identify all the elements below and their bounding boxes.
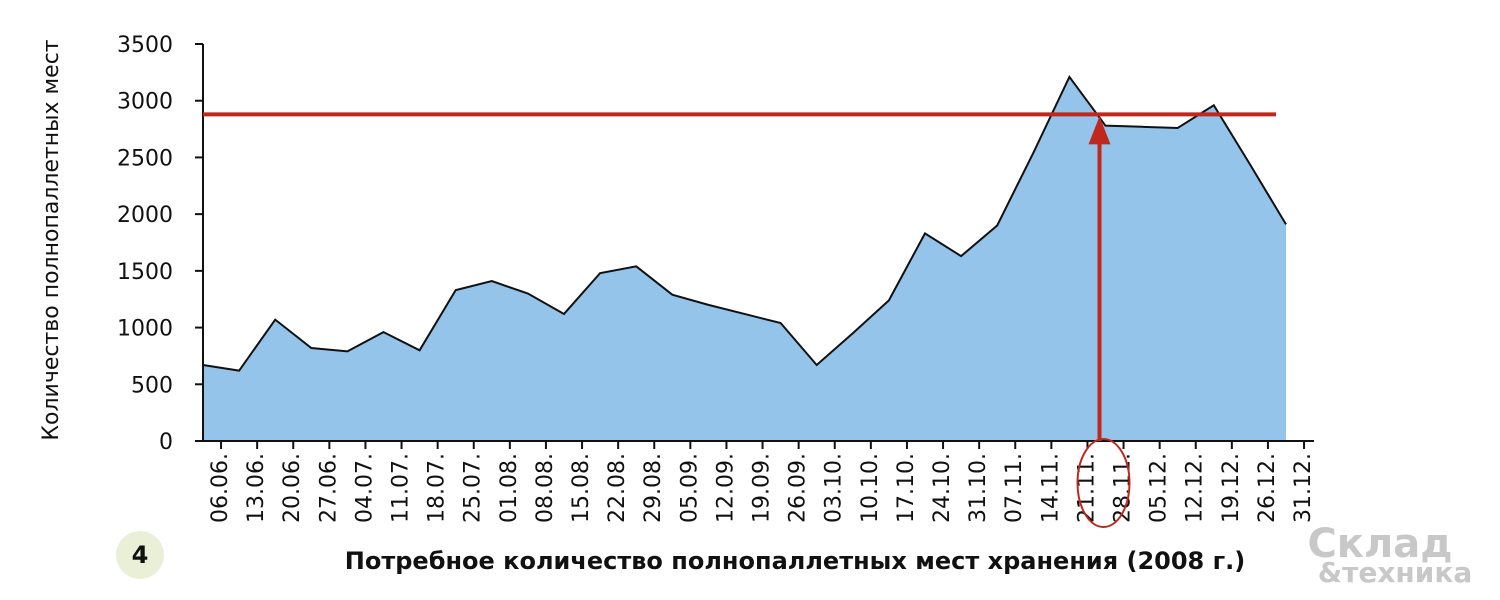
x-tick-label: 18.07. — [425, 453, 450, 523]
chart-title: Потребное количество полнопаллетных мест… — [345, 547, 1245, 575]
x-tick-label: 25.07. — [461, 453, 486, 523]
x-tick-label: 20.06. — [280, 453, 305, 523]
area-fill — [203, 76, 1286, 441]
y-tick-label: 3500 — [117, 33, 173, 58]
x-tick-label: 26.12. — [1255, 453, 1280, 523]
x-tick-label: 31.12. — [1291, 453, 1316, 523]
x-tick-label: 26.09. — [786, 453, 811, 523]
x-tick-label: 01.08. — [497, 453, 522, 523]
x-tick-label: 05.09. — [677, 453, 702, 523]
x-tick-label: 08.08. — [533, 453, 558, 523]
y-tick-label: 1000 — [117, 317, 173, 342]
logo-line2: &техника — [1318, 556, 1473, 589]
y-tick-label: 2500 — [117, 146, 173, 171]
x-tick-label: 22.08. — [605, 453, 630, 523]
x-tick-label: 19.09. — [750, 453, 775, 523]
x-tick-label: 06.06. — [208, 453, 233, 523]
logo-line1: Склад — [1307, 521, 1452, 567]
y-tick-label: 3000 — [117, 90, 173, 115]
badge-number: 4 — [132, 541, 149, 569]
x-tick-label: 12.12. — [1183, 453, 1208, 523]
y-tick-label: 2000 — [117, 203, 173, 228]
x-tick-label: 27.06. — [316, 453, 341, 523]
x-tick-label: 03.10. — [822, 453, 847, 523]
arrow-head — [1088, 116, 1111, 145]
x-tick-label: 04.07. — [352, 453, 377, 523]
x-tick-label: 10.10. — [858, 453, 883, 523]
x-tick-label: 15.08. — [569, 453, 594, 523]
x-tick-label: 11.07. — [389, 453, 414, 523]
x-tick-label: 29.08. — [641, 453, 666, 523]
y-tick-label: 1500 — [117, 260, 173, 285]
y-axis-label: Количество полнопаллетных мест — [39, 39, 64, 440]
x-tick-label: 24.10. — [930, 453, 955, 523]
badge — [116, 531, 164, 579]
x-tick-label: 05.12. — [1147, 453, 1172, 523]
highlight-ellipse — [1076, 438, 1131, 528]
x-tick-label: 13.06. — [244, 453, 269, 523]
x-tick-label: 14.11. — [1038, 453, 1063, 523]
x-tick-label: 17.10. — [894, 453, 919, 523]
y-tick-label: 0 — [159, 430, 173, 455]
y-tick-label: 500 — [131, 373, 173, 398]
x-tick-label: 12.09. — [713, 453, 738, 523]
area-line — [202, 74, 1287, 372]
x-tick-label: 31.10. — [966, 453, 991, 523]
x-tick-label: 19.12. — [1219, 453, 1244, 523]
x-tick-label: 07.11. — [1002, 453, 1027, 523]
